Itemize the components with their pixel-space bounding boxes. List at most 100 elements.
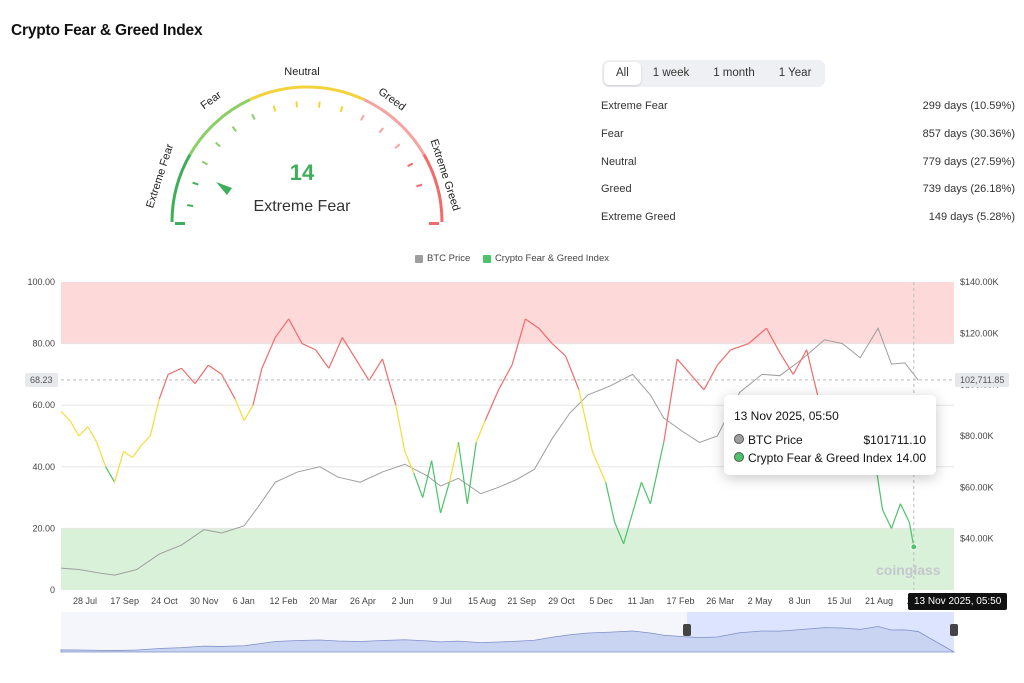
gauge-tick <box>339 105 344 113</box>
x-axis-tick: 2 Jun <box>392 596 414 606</box>
series-fear-greed-segment <box>395 405 406 452</box>
legend-item-btc-price[interactable]: BTC Price <box>415 253 470 264</box>
series-fear-greed-segment <box>703 364 718 391</box>
series-fear-greed-segment <box>60 410 71 422</box>
tab-1-week[interactable]: 1 week <box>652 67 690 79</box>
gauge-arc <box>170 85 444 223</box>
series-fear-greed-segment <box>252 368 263 406</box>
x-axis-tick: 6 Jan <box>233 596 255 606</box>
gauge-tick <box>251 113 256 120</box>
legend-swatch <box>415 254 423 263</box>
right-axis-tick: $60.00K <box>960 482 994 492</box>
x-axis-tick: 30 Nov <box>190 596 219 606</box>
left-axis-tick: 60.00 <box>32 400 55 410</box>
series-fear-greed-segment <box>564 355 580 391</box>
tab-1-year[interactable]: 1 Year <box>778 67 812 79</box>
series-fear-greed-segment <box>457 442 468 504</box>
gauge-arc-segment-2 <box>249 85 365 102</box>
tooltip-label: Crypto Fear & Greed Index <box>748 451 893 465</box>
series-fear-greed-segment <box>149 398 160 437</box>
crosshair-date: 13 Nov 2025, 05:50 <box>908 593 1008 610</box>
gauge-tick <box>272 105 277 112</box>
gauge-arc-segment-4 <box>422 153 444 223</box>
left-axis-tick: 20.00 <box>32 523 55 533</box>
x-axis-tick: 17 Feb <box>666 596 694 606</box>
series-fear-greed-segment <box>899 503 910 523</box>
gauge-arc-segment-0 <box>170 153 192 223</box>
x-axis-tick: 28 Jul <box>73 596 97 606</box>
series-fear-greed-segment <box>578 389 593 452</box>
gauge-tick <box>318 101 321 108</box>
gauge-min-mark: ▬ <box>175 217 185 228</box>
time-range-tabs: All 1 week 1 month 1 Year <box>602 60 826 87</box>
tooltip-row-btc: BTC Price $101711.10 <box>734 433 926 447</box>
series-fear-greed-segment <box>591 451 607 483</box>
coinglass-watermark: coinglass <box>876 562 941 578</box>
legend-item-fear-greed[interactable]: Crypto Fear & Greed Index <box>482 253 609 264</box>
stat-value: 299 days (10.59%) <box>922 100 1015 112</box>
stat-value: 779 days (27.59%) <box>922 155 1015 168</box>
tooltip-value: 14.00 <box>895 451 926 465</box>
series-fear-greed-segment <box>631 482 643 514</box>
range-selection[interactable] <box>687 612 954 652</box>
series-fear-greed-segment <box>381 358 397 406</box>
gauge-value-label: Extreme Fear <box>253 198 351 215</box>
gauge-arc-segment-1 <box>188 98 251 156</box>
series-fear-greed-segment <box>623 512 634 544</box>
x-axis-tick: 15 Aug <box>468 596 496 606</box>
x-axis-tick: 15 Jul <box>827 596 851 606</box>
left-axis-tick: 40.00 <box>32 462 55 472</box>
stat-row-fear: Fear 857 days (30.36%) <box>601 128 1015 156</box>
series-fear-greed-segment <box>448 442 459 483</box>
series-fear-greed-segment <box>484 389 500 421</box>
series-fear-greed-segment <box>274 318 290 338</box>
tab-all[interactable]: All <box>604 62 641 85</box>
x-axis-tick: 26 Mar <box>706 596 734 606</box>
gauge-tick <box>416 183 423 188</box>
stat-value: 149 days (5.28%) <box>928 211 1015 224</box>
range-handle-right[interactable] <box>950 624 958 636</box>
stat-row-neutral: Neutral 779 days (27.59%) <box>601 156 1015 184</box>
stat-row-extreme-fear: Extreme Fear 299 days (10.59%) <box>601 100 1015 128</box>
series-fear-greed-segment <box>404 451 415 474</box>
gauge-ticks <box>187 101 423 207</box>
range-navigator[interactable] <box>61 612 954 652</box>
series-fear-greed-segment <box>649 442 665 504</box>
series-fear-greed-segment <box>792 349 808 375</box>
series-fear-greed-segment <box>328 337 343 369</box>
range-handle-left[interactable] <box>683 624 691 636</box>
series-fear-greed-segment <box>511 318 526 366</box>
series-fear-greed-segment <box>748 327 767 345</box>
x-axis-tick: 21 Sep <box>507 596 536 606</box>
x-axis-tick: 9 Jul <box>433 596 452 606</box>
navigator-series <box>60 626 956 653</box>
tooltip-dot-icon <box>734 434 744 444</box>
series-fear-greed-segment <box>538 327 553 344</box>
stat-value: 857 days (30.36%) <box>922 127 1015 140</box>
gauge-tick <box>295 101 298 108</box>
stat-label: Extreme Greed <box>601 211 676 224</box>
series-fear-greed-segment <box>194 364 209 384</box>
right-axis-tick: $140.00K <box>960 277 999 287</box>
crosshair-right-value: 102,711.85 <box>955 373 1010 387</box>
series-fear-greed-segment <box>301 343 316 351</box>
gauge-label-neutral: Neutral <box>284 66 319 78</box>
series-fear-greed-segment <box>890 503 901 529</box>
gauge-tick <box>407 162 414 168</box>
chart-tooltip: 13 Nov 2025, 05:50 BTC Price $101711.10 … <box>724 395 936 475</box>
tooltip-label: BTC Price <box>748 433 803 447</box>
right-axis-tick: $120.00K <box>960 328 999 338</box>
chart-legend: BTC Price Crypto Fear & Greed Index <box>0 253 1024 266</box>
tab-1-month[interactable]: 1 month <box>713 67 755 79</box>
series-fear-greed-segment <box>288 318 303 344</box>
x-axis-tick: 26 Apr <box>350 596 376 606</box>
gauge-label-extreme-fear: Extreme Fear <box>144 142 176 209</box>
gauge-tick <box>231 126 237 132</box>
series-fear-greed-segment <box>123 450 133 459</box>
x-axis-tick: 5 Dec <box>589 596 613 606</box>
series-fear-greed-segment <box>114 451 125 483</box>
series-fear-greed-segment <box>355 358 370 381</box>
right-axis-tick: $40.00K <box>960 534 994 544</box>
series-fear-greed-segment <box>779 352 794 375</box>
series-fear-greed-segment <box>69 420 80 437</box>
